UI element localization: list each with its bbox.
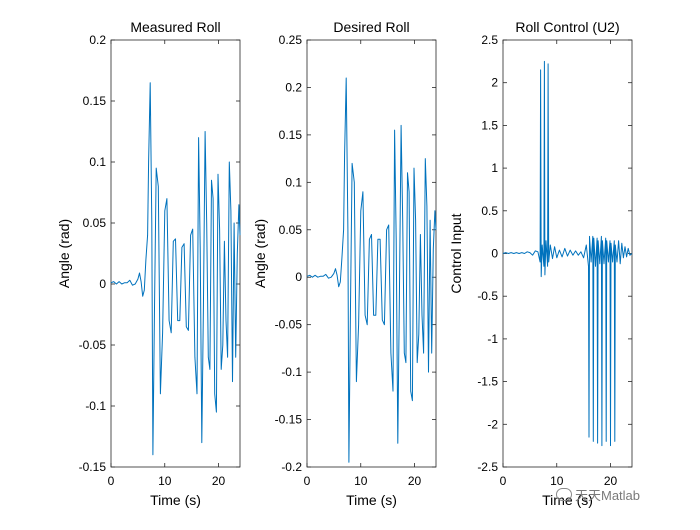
y-tick-label: -2 — [487, 417, 498, 431]
y-tick-label: 0.1 — [89, 155, 106, 169]
chart-title: Measured Roll — [130, 19, 220, 35]
y-tick-label: -0.1 — [281, 365, 302, 379]
y-tick-label: 0.15 — [279, 128, 303, 142]
y-tick-label: 0 — [491, 247, 498, 261]
y-tick-label: -1 — [487, 332, 498, 346]
chart-title: Roll Control (U2) — [515, 19, 619, 35]
y-tick-label: -1.5 — [477, 375, 498, 389]
y-tick-label: 0.25 — [279, 33, 303, 47]
y-tick-label: 0.05 — [279, 223, 303, 237]
x-tick-label: 10 — [550, 474, 564, 488]
y-tick-label: -0.15 — [79, 460, 107, 474]
y-axis-label: Control Input — [448, 213, 464, 293]
x-tick-label: 10 — [158, 474, 172, 488]
y-tick-label: 0 — [295, 270, 302, 284]
wechat-icon — [556, 488, 572, 501]
watermark: 天天Matlab — [556, 485, 640, 504]
series-line — [502, 60, 633, 447]
x-axis-label: Time (s) — [346, 492, 397, 508]
y-tick-label: 0.2 — [89, 33, 106, 47]
y-tick-label: -0.5 — [477, 289, 498, 303]
subplot-2: -0.2 -0.15 -0.1 -0.05 0 0.05 0.1 0.15 0.2 0.25 0 10… — [252, 19, 437, 508]
subplot-3: -2.5 -2 -1.5 -1 -0.5 0 0.5 1 1.5 2 2.5 0 10 20 Roll Co… — [448, 19, 633, 508]
x-tick-label: 0 — [108, 474, 115, 488]
y-tick-label: -2.5 — [477, 460, 498, 474]
x-tick-label: 0 — [500, 474, 507, 488]
x-tick-label: 20 — [408, 474, 422, 488]
y-tick-label: 0.1 — [285, 175, 302, 189]
y-tick-label: 0.05 — [83, 216, 107, 230]
y-tick-label: 0.15 — [83, 94, 107, 108]
y-axis-label: Angle (rad) — [56, 219, 72, 288]
series-line — [306, 77, 437, 463]
series-line — [110, 82, 241, 456]
chart-title: Desired Roll — [333, 19, 409, 35]
watermark-text: 天天Matlab — [575, 488, 641, 503]
y-tick-label: -0.05 — [275, 318, 303, 332]
x-tick-label: 20 — [604, 474, 618, 488]
y-tick-label: 0.5 — [481, 204, 498, 218]
y-tick-label: 2 — [491, 76, 498, 90]
y-tick-label: 2.5 — [481, 33, 498, 47]
subplot-1: -0.15 -0.1 -0.05 0 0.05 0.1 0.15 0.2 0 10 20 Measur… — [56, 19, 241, 508]
x-tick-label: 20 — [212, 474, 226, 488]
y-tick-label: 1.5 — [481, 118, 498, 132]
y-tick-label: -0.2 — [281, 460, 302, 474]
x-tick-label: 0 — [304, 474, 311, 488]
y-tick-label: 0.2 — [285, 80, 302, 94]
axes-box — [502, 39, 633, 468]
y-tick-label: -0.05 — [79, 338, 107, 352]
y-tick-label: 0 — [99, 277, 106, 291]
x-axis-label: Time (s) — [150, 492, 201, 508]
y-tick-label: -0.1 — [85, 399, 106, 413]
y-tick-label: -0.15 — [275, 413, 303, 427]
x-tick-label: 10 — [354, 474, 368, 488]
y-tick-label: 1 — [491, 161, 498, 175]
y-axis-label: Angle (rad) — [252, 219, 268, 288]
